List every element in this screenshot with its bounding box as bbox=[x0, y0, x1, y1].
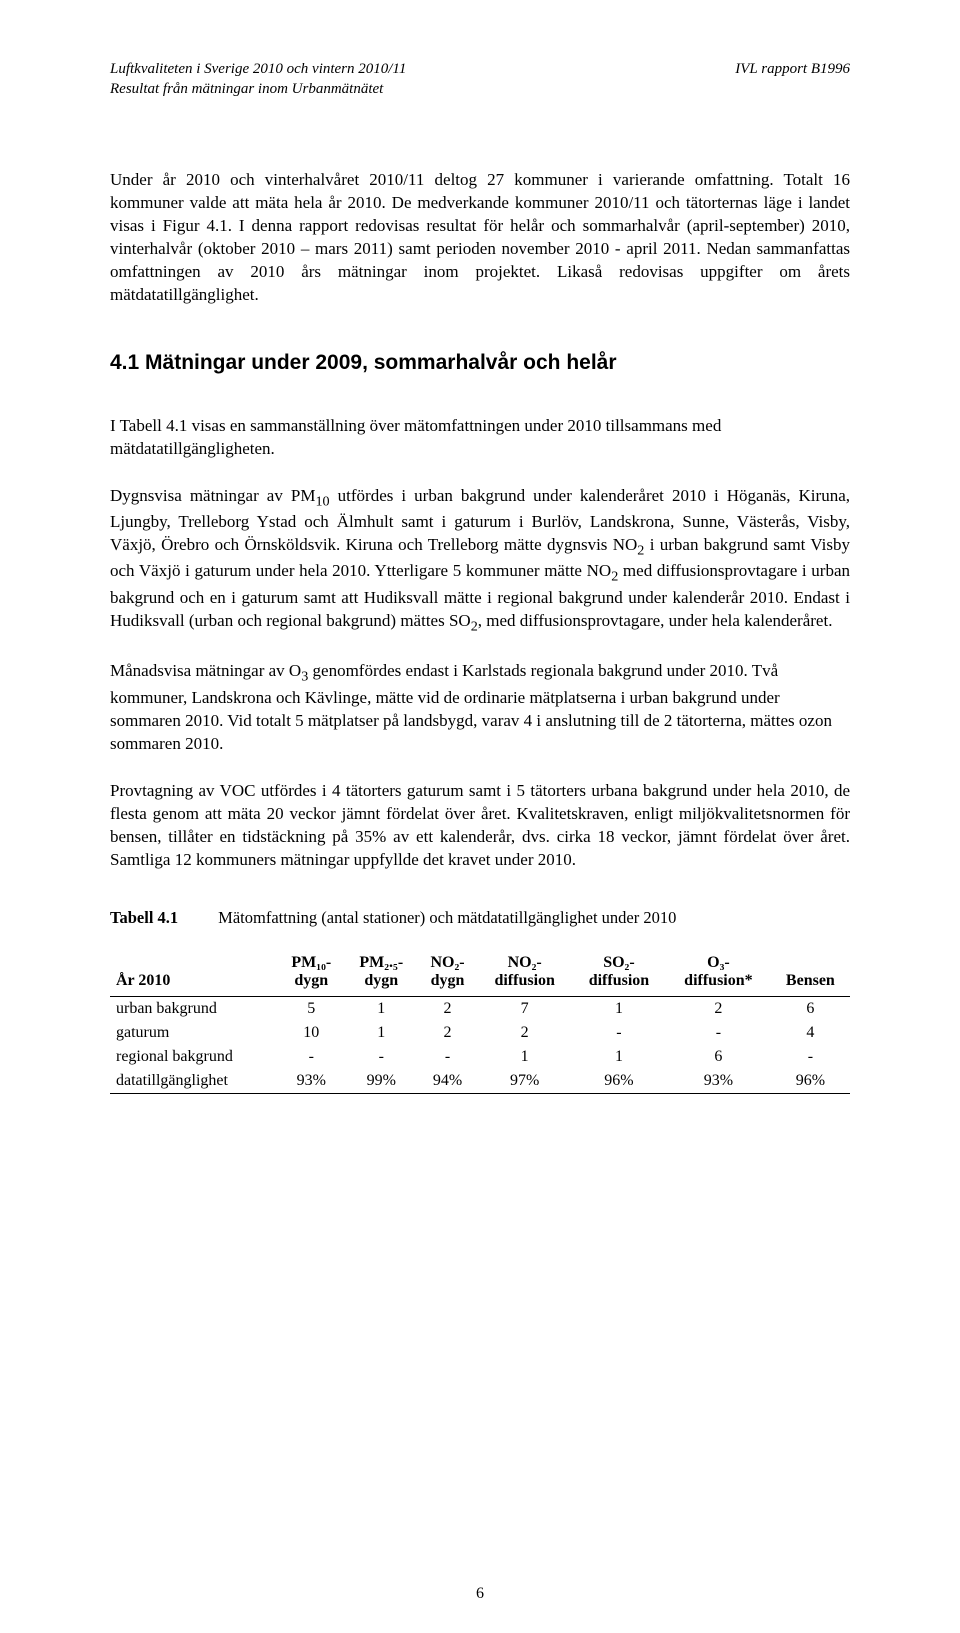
row-label: urban bakgrund bbox=[110, 996, 278, 1021]
paragraph-voc: Provtagning av VOC utfördes i 4 tätorter… bbox=[110, 780, 850, 872]
table-row: urban bakgrund 5 1 2 7 1 2 6 bbox=[110, 996, 850, 1021]
paragraph-intro: Under år 2010 och vinterhalvåret 2010/11… bbox=[110, 169, 850, 307]
header-right: IVL rapport B1996 bbox=[735, 60, 850, 99]
row-label: datatillgänglighet bbox=[110, 1069, 278, 1094]
col-o3: O₃-diffusion* bbox=[666, 946, 771, 997]
paragraph-o3: Månadsvisa mätningar av O3 genomfördes e… bbox=[110, 660, 850, 755]
section-heading-4-1: 4.1 Mätningar under 2009, sommarhalvår o… bbox=[110, 351, 850, 375]
col-so2: SO₂-diffusion bbox=[572, 946, 666, 997]
row-label: gaturum bbox=[110, 1021, 278, 1045]
paragraph-tabell-ref: I Tabell 4.1 visas en sammanställning öv… bbox=[110, 415, 850, 461]
table-caption: Tabell 4.1 Mätomfattning (antal statione… bbox=[110, 908, 850, 928]
table-caption-text: Mätomfattning (antal stationer) och mätd… bbox=[218, 908, 850, 928]
col-pm10: PM₁₀-dygn bbox=[278, 946, 345, 997]
col-bensen: Bensen bbox=[771, 946, 850, 997]
table-header-row: År 2010 PM₁₀-dygn PM₂.₅-dygn NO₂-dygn NO… bbox=[110, 946, 850, 997]
col-no2-diff: NO₂-diffusion bbox=[478, 946, 572, 997]
paragraph-pm10-no2: Dygnsvisa mätningar av PM10 utfördes i u… bbox=[110, 485, 850, 637]
table-caption-label: Tabell 4.1 bbox=[110, 908, 178, 928]
measurement-table: År 2010 PM₁₀-dygn PM₂.₅-dygn NO₂-dygn NO… bbox=[110, 946, 850, 1094]
table-row: gaturum 10 1 2 2 - - 4 bbox=[110, 1021, 850, 1045]
header-left: Luftkvaliteten i Sverige 2010 och vinter… bbox=[110, 60, 406, 99]
header-title-line2: Resultat från mätningar inom Urbanmätnät… bbox=[110, 81, 383, 97]
table-row: datatillgänglighet 93% 99% 94% 97% 96% 9… bbox=[110, 1069, 850, 1094]
header-title-line1: Luftkvaliteten i Sverige 2010 och vinter… bbox=[110, 61, 406, 77]
col-year: År 2010 bbox=[110, 946, 278, 997]
col-no2-d: NO₂-dygn bbox=[418, 946, 478, 997]
col-pm25: PM₂.₅-dygn bbox=[345, 946, 418, 997]
page-header: Luftkvaliteten i Sverige 2010 och vinter… bbox=[110, 60, 850, 99]
page-number: 6 bbox=[0, 1585, 960, 1603]
table-row: regional bakgrund - - - 1 1 6 - bbox=[110, 1045, 850, 1069]
row-label: regional bakgrund bbox=[110, 1045, 278, 1069]
